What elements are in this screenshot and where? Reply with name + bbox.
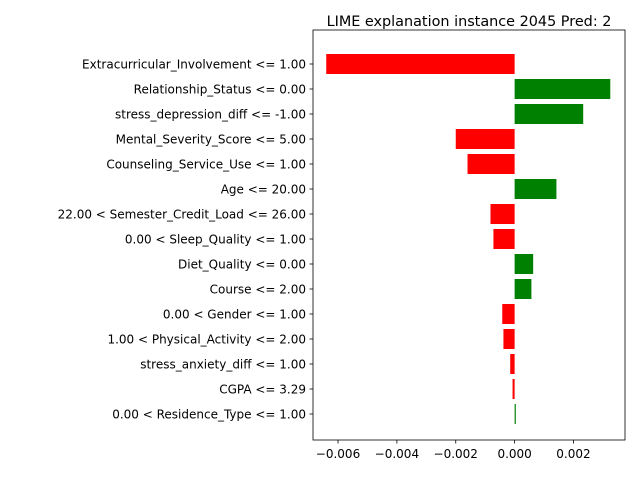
x-tick-group: −0.006 −0.004 −0.002 0.000 0.002 <box>316 440 591 461</box>
chart-title: LIME explanation instance 2045 Pred: 2 <box>327 14 612 30</box>
y-tick-label: Age <= 20.00 <box>221 183 306 197</box>
bar <box>326 54 515 74</box>
bars-group <box>326 54 611 424</box>
bar <box>467 154 515 174</box>
bar <box>514 254 534 274</box>
bar <box>455 129 515 149</box>
bar <box>514 104 584 124</box>
bar <box>502 304 515 324</box>
y-tick-labels: Extracurricular_Involvement <= 1.00 Relat… <box>58 58 313 422</box>
bar <box>514 179 557 199</box>
x-tick-label: −0.006 <box>316 447 360 461</box>
y-tick-label: 22.00 < Semester_Credit_Load <= 26.00 <box>58 208 306 222</box>
y-tick-label: 0.00 < Sleep_Quality <= 1.00 <box>125 233 306 247</box>
bar <box>514 404 516 424</box>
y-tick-label: stress_depression_diff <= -1.00 <box>115 108 306 122</box>
bar <box>490 204 515 224</box>
y-tick-label: stress_anxiety_diff <= 1.00 <box>140 358 306 372</box>
y-tick-label: 0.00 < Gender <= 1.00 <box>163 308 306 322</box>
bar <box>514 279 532 299</box>
x-tick-label: −0.002 <box>434 447 478 461</box>
y-tick-label: 1.00 < Physical_Activity <= 2.00 <box>107 333 306 347</box>
y-tick-label: Relationship_Status <= 0.00 <box>134 83 306 97</box>
y-tick-label: Course <= 2.00 <box>210 283 306 297</box>
x-tick-label: 0.000 <box>497 447 531 461</box>
bar <box>512 379 515 399</box>
y-tick-label: Mental_Severity_Score <= 5.00 <box>116 133 306 147</box>
y-tick-label: Diet_Quality <= 0.00 <box>178 258 306 272</box>
bar <box>514 79 611 99</box>
x-tick-label: 0.002 <box>556 447 590 461</box>
y-tick-label: 0.00 < Residence_Type <= 1.00 <box>112 408 306 422</box>
bar <box>503 329 515 349</box>
bar <box>510 354 515 374</box>
y-tick-label: Extracurricular_Involvement <= 1.00 <box>82 58 306 72</box>
y-tick-label: Counseling_Service_Use <= 1.00 <box>106 158 306 172</box>
bar <box>493 229 515 249</box>
plot-area-frame <box>312 29 626 441</box>
x-tick-label: −0.004 <box>375 447 419 461</box>
y-tick-label: CGPA <= 3.29 <box>219 383 306 397</box>
